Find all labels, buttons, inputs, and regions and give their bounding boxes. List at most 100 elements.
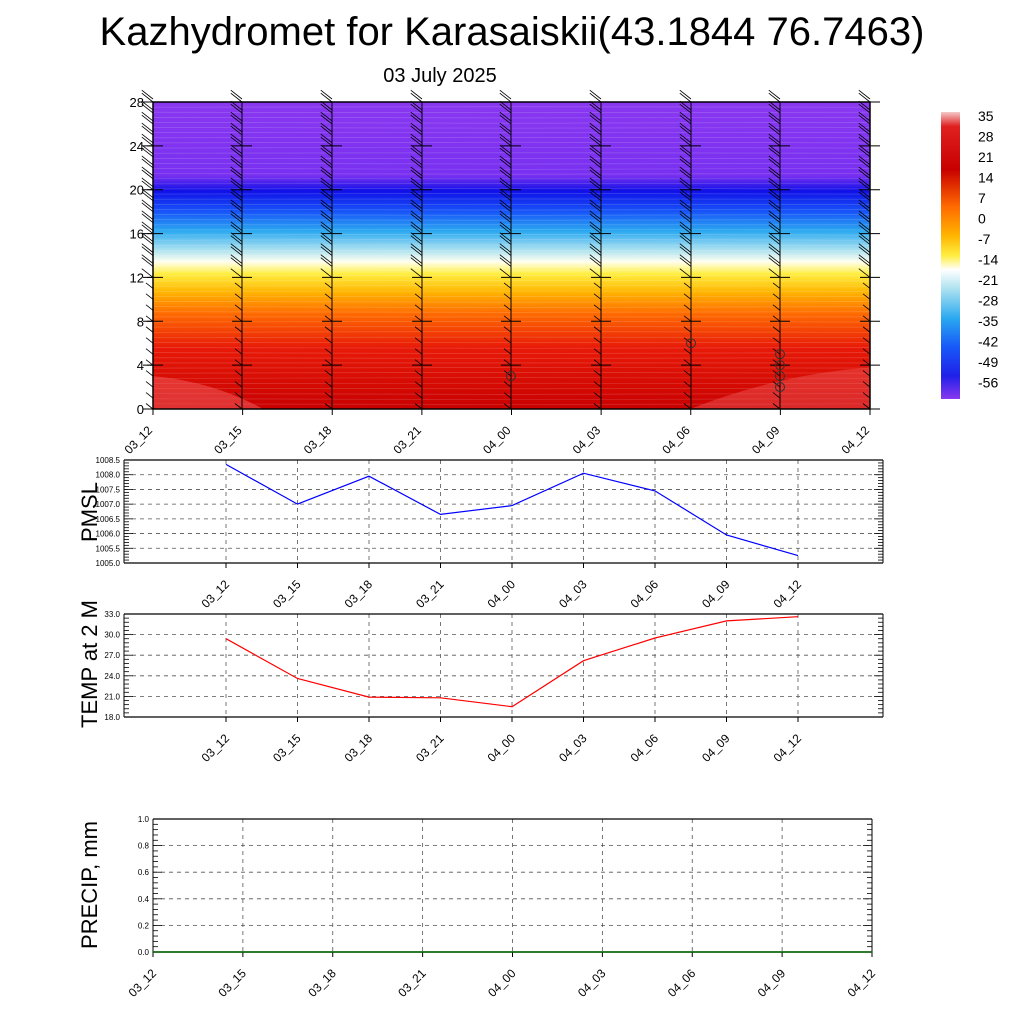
wind-barb [683, 282, 692, 289]
colorbar-label: -14 [978, 252, 998, 268]
wind-barb [141, 224, 154, 234]
wind-barb [230, 89, 243, 100]
wind-barb [858, 122, 871, 133]
wind-barb [679, 268, 692, 278]
wind-barb [589, 177, 602, 188]
wind-barb [410, 122, 423, 133]
wind-barb [230, 92, 243, 103]
wind-barb [320, 246, 333, 256]
wind-barb [230, 177, 243, 188]
wind-barb [858, 235, 871, 245]
wind-barb [768, 122, 781, 133]
wind-barb [499, 202, 512, 212]
x-tick-label: 03_15 [270, 577, 304, 611]
wind-barb [768, 246, 781, 256]
wind-barb [679, 213, 692, 223]
y-tick-label: 12 [130, 270, 144, 285]
wind-barb [679, 92, 692, 103]
y-tick-label: 0.4 [138, 895, 150, 904]
wind-barb [141, 147, 154, 158]
wind-barb [503, 315, 512, 322]
wind-barb [410, 136, 423, 147]
wind-barb [414, 315, 423, 322]
wind-barb [324, 359, 333, 366]
wind-barb [862, 392, 871, 399]
wind-barb [320, 224, 333, 234]
wind-barb [230, 254, 243, 264]
wind-barb [499, 188, 512, 198]
wind-barb [141, 114, 154, 125]
wind-barb [593, 381, 602, 388]
y-tick-label: 1008.5 [96, 456, 121, 465]
wind-barb [593, 337, 602, 344]
wind-barb [858, 221, 871, 231]
wind-barb [324, 282, 333, 289]
wind-barb [593, 282, 602, 289]
wind-barb [234, 293, 243, 300]
colorbar-label: -7 [978, 231, 991, 247]
colorbar-label: 0 [978, 211, 986, 227]
wind-barb [410, 144, 423, 155]
x-tick-label: 03_18 [342, 731, 376, 765]
wind-barb [320, 155, 333, 166]
y-tick-label: 24.0 [104, 672, 120, 681]
precip-panel: 0.0 0.2 0.4 0.6 0.8 1.0 03_12 03_15 03_18 03_21 04… [77, 815, 878, 1000]
wind-barb [320, 144, 333, 155]
wind-barb [593, 293, 602, 300]
x-tick-label: 04_06 [628, 577, 662, 611]
wind-barb [410, 155, 423, 166]
colorbar-label: 28 [978, 129, 994, 145]
wind-barb [499, 199, 512, 209]
wind-barb [503, 293, 512, 300]
x-tick-label: 04_12 [839, 423, 873, 457]
wind-barb [414, 337, 423, 344]
wind-barb [683, 315, 692, 322]
wind-barb [858, 199, 871, 209]
wind-barb [589, 111, 602, 122]
wind-barb [768, 188, 781, 198]
series-line [225, 463, 799, 557]
wind-barb [862, 315, 871, 322]
wind-barb [410, 158, 423, 169]
wind-barb [683, 370, 692, 377]
wind-barb [141, 191, 154, 201]
wind-barb [679, 169, 692, 180]
wind-barb [858, 191, 871, 201]
wind-barb [499, 92, 512, 103]
wind-barb [145, 326, 154, 333]
x-tick-label: 03_15 [215, 966, 249, 1000]
wind-barb [858, 144, 871, 155]
wind-barb [679, 232, 692, 242]
wind-barb [320, 188, 333, 198]
wind-barb [320, 122, 333, 133]
wind-barb [772, 304, 781, 311]
wind-barb [679, 199, 692, 209]
colorbar-label: -21 [978, 272, 998, 288]
wind-barb [679, 89, 692, 100]
wind-barb [858, 268, 871, 278]
wind-barb [230, 188, 243, 198]
wind-barb [679, 257, 692, 267]
wind-barb [679, 246, 692, 256]
wind-barb [320, 177, 333, 188]
wind-barb [679, 177, 692, 188]
x-tick-label: 03_18 [301, 423, 335, 457]
wind-barb [768, 177, 781, 188]
wind-barb [499, 166, 512, 177]
wind-barb [141, 158, 154, 169]
wind-barb [234, 359, 243, 366]
wind-barb [410, 254, 423, 264]
temp-panel: 18.0 21.0 24.0 27.0 30.0 33.0 03_12 03_15 03_18 0… [77, 600, 884, 765]
wind-barb [145, 370, 154, 377]
wind-barb [503, 282, 512, 289]
y-tick-label: 0.6 [138, 868, 150, 877]
y-tick-label: 1005.5 [96, 544, 121, 553]
wind-barb [862, 326, 871, 333]
wind-barb [499, 254, 512, 264]
wind-barb [410, 147, 423, 158]
wind-barb [499, 155, 512, 166]
wind-barb [683, 403, 692, 410]
wind-barb [141, 268, 154, 278]
wind-barb [589, 133, 602, 144]
